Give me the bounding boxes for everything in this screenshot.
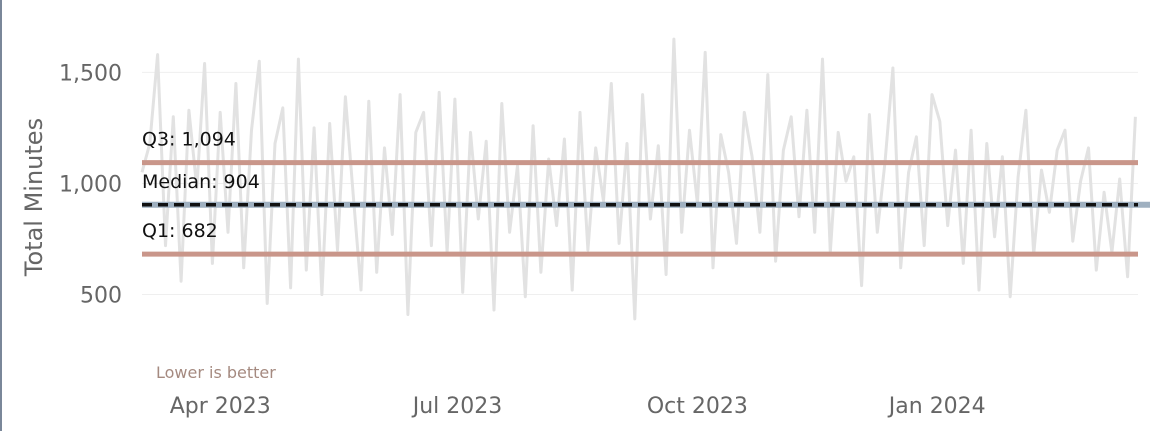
series-line-0 <box>140 37 1137 321</box>
x-tick-label: Jan 2024 <box>887 394 986 419</box>
x-axis-ticks: Apr 2023 Jul 2023 Oct 2023 Jan 2024 <box>170 394 986 419</box>
reference-label-1: Median: 904 <box>142 171 260 193</box>
y-axis-ticks: 500 1,000 1,500 <box>59 61 122 308</box>
series-layer <box>140 37 1137 321</box>
annotation-lower-is-better: Lower is better <box>156 363 276 382</box>
x-tick-label: Apr 2023 <box>170 394 271 419</box>
x-tick-label: Jul 2023 <box>411 394 503 419</box>
y-axis-label: Total Minutes <box>20 118 48 277</box>
y-tick-label: 1,000 <box>59 172 122 197</box>
x-tick-label: Oct 2023 <box>647 394 748 419</box>
reference-lines: Q3: 1,094 Median: 904 Q1: 682 <box>142 129 1150 257</box>
y-tick-label: 500 <box>80 283 122 308</box>
reference-label-2: Q1: 682 <box>142 220 218 242</box>
y-tick-label: 1,500 <box>59 61 122 86</box>
reference-label-0: Q3: 1,094 <box>142 129 236 151</box>
